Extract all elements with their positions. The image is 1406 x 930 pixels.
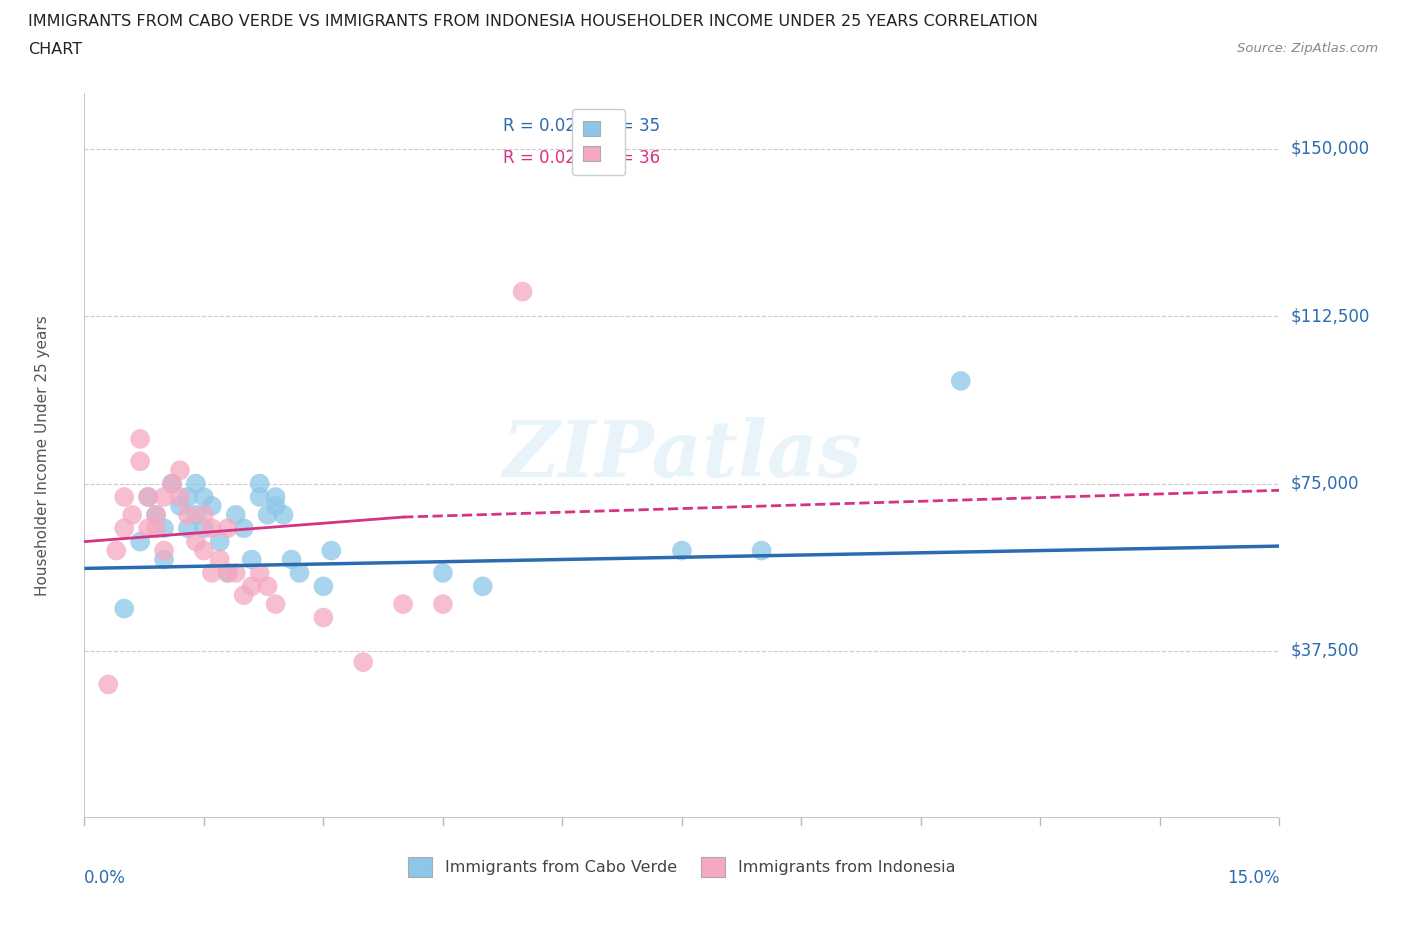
Point — [249, 565, 271, 580]
Point — [169, 498, 191, 513]
Point — [153, 552, 176, 567]
Point — [432, 565, 454, 580]
Point — [312, 578, 335, 593]
Point — [193, 489, 215, 504]
Point — [208, 534, 231, 549]
Text: $150,000: $150,000 — [1291, 140, 1369, 158]
Point — [280, 552, 302, 567]
Point — [193, 521, 215, 536]
Point — [184, 508, 207, 523]
Point — [240, 578, 263, 593]
Point — [217, 565, 239, 580]
Point — [240, 552, 263, 567]
Point — [273, 508, 295, 523]
Point — [153, 543, 176, 558]
Text: R = 0.027   N = 36: R = 0.027 N = 36 — [503, 150, 659, 167]
Text: 0.0%: 0.0% — [84, 870, 127, 887]
Legend: Immigrants from Cabo Verde, Immigrants from Indonesia: Immigrants from Cabo Verde, Immigrants f… — [402, 851, 962, 883]
Text: R = 0.026   N = 35: R = 0.026 N = 35 — [503, 116, 659, 135]
Text: ZIPatlas: ZIPatlas — [502, 418, 862, 494]
Text: CHART: CHART — [28, 42, 82, 57]
Point — [129, 454, 152, 469]
Point — [949, 374, 972, 389]
Point — [193, 508, 215, 523]
Point — [671, 543, 693, 558]
Point — [312, 610, 335, 625]
Point — [129, 432, 152, 446]
Text: Householder Income Under 25 years: Householder Income Under 25 years — [35, 315, 51, 596]
Point — [321, 543, 343, 558]
Text: Source: ZipAtlas.com: Source: ZipAtlas.com — [1237, 42, 1378, 55]
Point — [471, 578, 494, 593]
Point — [145, 521, 167, 536]
Point — [264, 498, 287, 513]
Point — [352, 655, 374, 670]
Point — [160, 476, 183, 491]
Point — [112, 601, 135, 616]
Text: 15.0%: 15.0% — [1227, 870, 1279, 887]
Point — [201, 498, 224, 513]
Point — [264, 597, 287, 612]
Text: IMMIGRANTS FROM CABO VERDE VS IMMIGRANTS FROM INDONESIA HOUSEHOLDER INCOME UNDER: IMMIGRANTS FROM CABO VERDE VS IMMIGRANTS… — [28, 14, 1038, 29]
Point — [217, 521, 239, 536]
Point — [232, 521, 254, 536]
Point — [129, 534, 152, 549]
Point — [249, 489, 271, 504]
Point — [392, 597, 415, 612]
Point — [249, 476, 271, 491]
Point — [184, 476, 207, 491]
Point — [169, 489, 191, 504]
Point — [136, 489, 159, 504]
Point — [97, 677, 120, 692]
Point — [201, 565, 224, 580]
Point — [208, 552, 231, 567]
Point — [153, 489, 176, 504]
Point — [177, 489, 200, 504]
Point — [112, 521, 135, 536]
Point — [225, 508, 247, 523]
Point — [288, 565, 311, 580]
Point — [193, 543, 215, 558]
Point — [432, 597, 454, 612]
Point — [153, 521, 176, 536]
Text: $112,500: $112,500 — [1291, 307, 1369, 326]
Point — [105, 543, 128, 558]
Point — [112, 489, 135, 504]
Point — [184, 534, 207, 549]
Point — [225, 565, 247, 580]
Point — [169, 463, 191, 478]
Point — [136, 521, 159, 536]
Point — [232, 588, 254, 603]
Point — [136, 489, 159, 504]
Point — [217, 565, 239, 580]
Text: $37,500: $37,500 — [1291, 642, 1360, 660]
Point — [264, 489, 287, 504]
Point — [751, 543, 773, 558]
Point — [512, 285, 534, 299]
Point — [201, 521, 224, 536]
Text: $75,000: $75,000 — [1291, 474, 1360, 493]
Point — [145, 508, 167, 523]
Point — [177, 521, 200, 536]
Point — [256, 508, 278, 523]
Point — [121, 508, 143, 523]
Point — [160, 476, 183, 491]
Point — [177, 508, 200, 523]
Point — [145, 508, 167, 523]
Point — [256, 578, 278, 593]
